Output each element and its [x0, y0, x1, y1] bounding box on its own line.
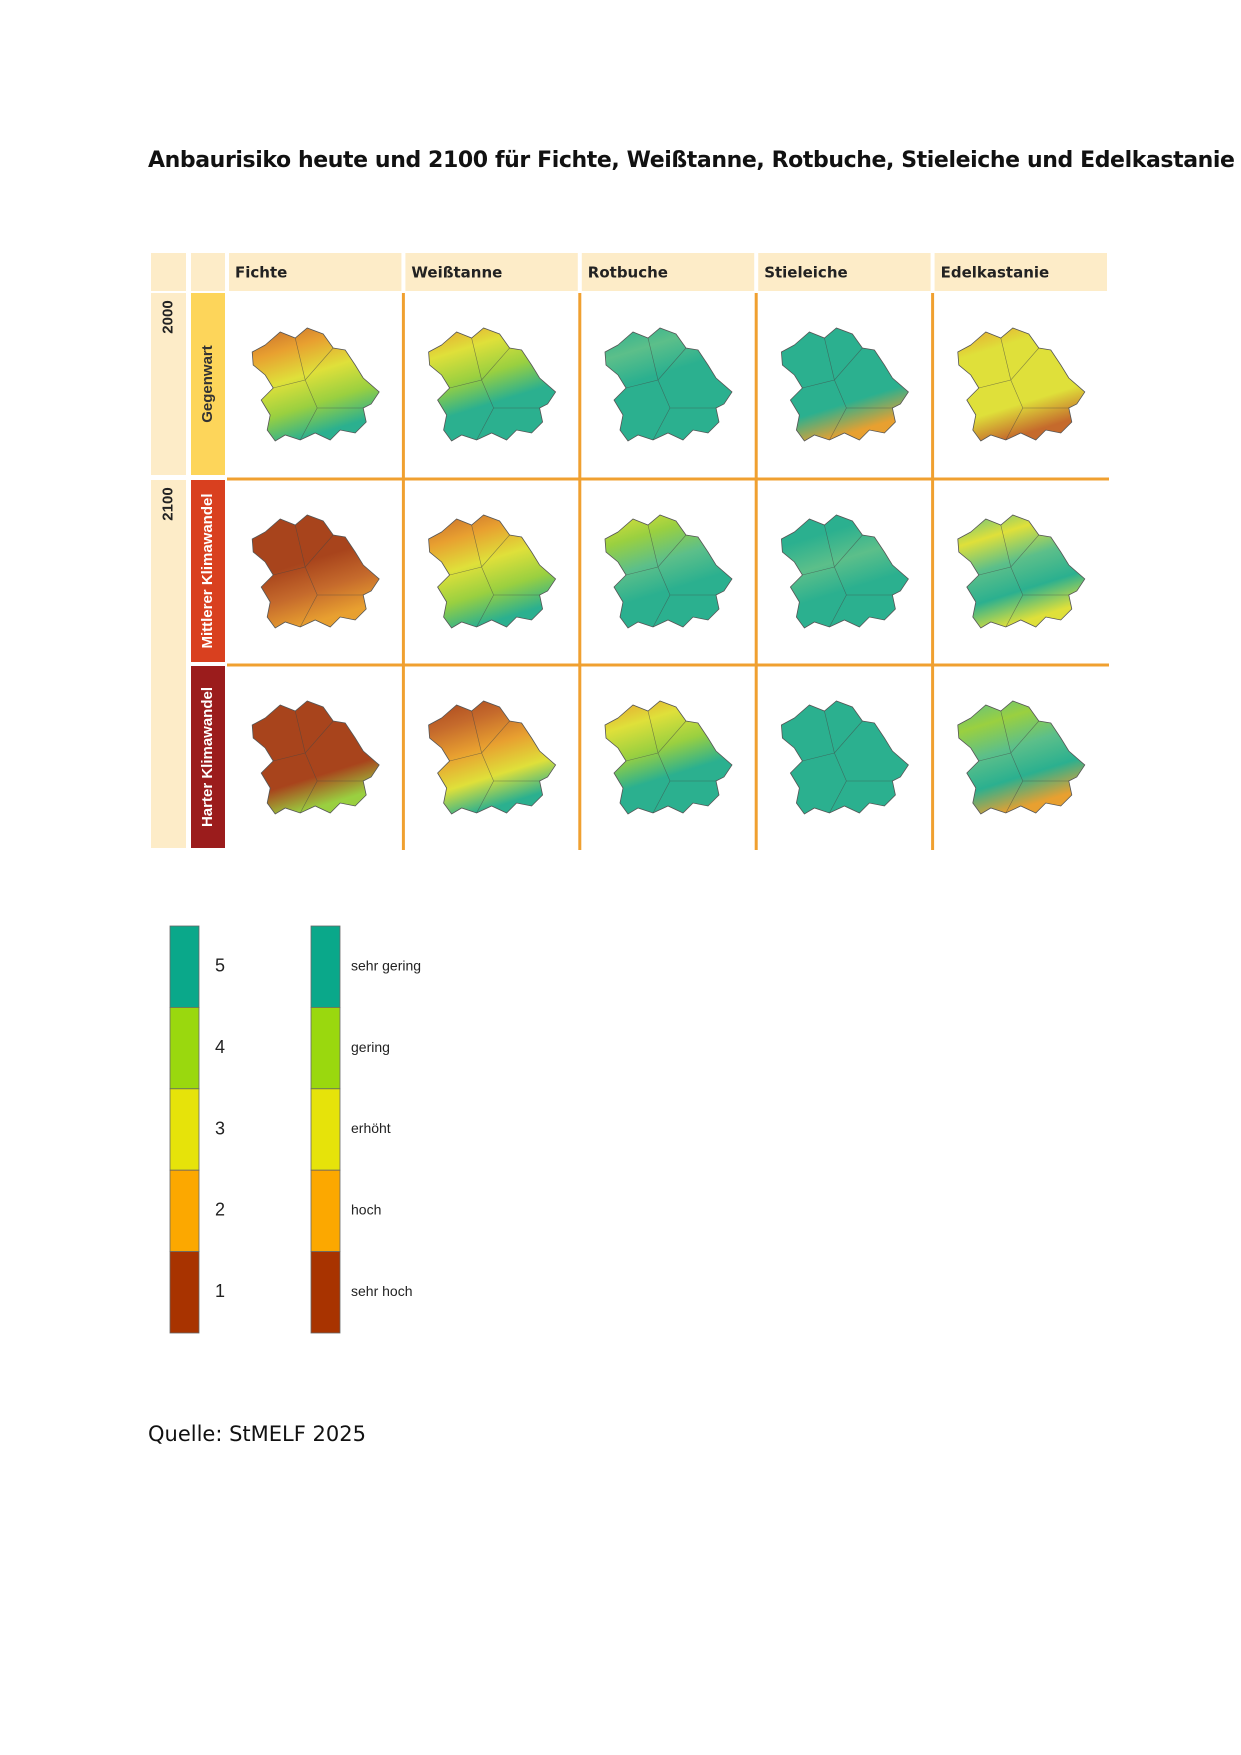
map-borders — [625, 524, 716, 628]
column-header: Edelkastanie — [941, 264, 1050, 282]
scenario-cell — [191, 666, 225, 848]
header-cell — [229, 253, 402, 291]
column-header: Weißtanne — [411, 264, 502, 282]
map-figure: Fichte Weißtanne Rotbuche Stieleiche Edelkas… — [151, 253, 1109, 1334]
legend-swatch — [169, 1088, 200, 1171]
map — [604, 327, 733, 442]
year-label: 2000 — [159, 300, 176, 333]
legend-swatch — [310, 1251, 341, 1334]
map — [428, 327, 557, 442]
map-borders — [625, 337, 716, 441]
year-label: 2100 — [159, 487, 176, 520]
legend-swatch — [169, 1007, 200, 1090]
column-header: Fichte — [235, 264, 287, 282]
legend-swatch — [169, 925, 200, 1008]
legend-swatch — [310, 925, 341, 1008]
map — [428, 514, 557, 629]
scenario-label: Mittlerer Klimawandel — [199, 493, 216, 648]
map-borders — [449, 710, 540, 814]
scenario-cell — [191, 293, 225, 475]
map-shape — [428, 327, 557, 442]
map-borders — [978, 710, 1069, 814]
map-borders — [273, 337, 364, 441]
legend-number: 2 — [215, 1200, 225, 1220]
year-cell — [151, 293, 186, 475]
map-borders — [625, 710, 716, 814]
map — [604, 700, 733, 815]
map-shape — [604, 327, 733, 442]
column-header: Rotbuche — [588, 264, 668, 282]
map-shape — [428, 700, 557, 815]
map-shape — [780, 327, 909, 442]
map-shape — [604, 514, 733, 629]
map-borders — [802, 710, 893, 814]
page-title: Anbaurisiko heute und 2100 für Fichte, W… — [148, 148, 1235, 173]
map-borders — [978, 337, 1069, 441]
map — [780, 514, 909, 629]
header-cell — [151, 253, 186, 291]
header-cell — [934, 253, 1107, 291]
map-borders — [802, 337, 893, 441]
map-shape — [251, 700, 380, 815]
legend-label: hoch — [351, 1202, 381, 1218]
map — [780, 327, 909, 442]
map-shape — [780, 514, 909, 629]
header-cell — [405, 253, 578, 291]
scenario-label: Harter Klimawandel — [199, 687, 216, 827]
map — [957, 700, 1086, 815]
map-shape — [428, 514, 557, 629]
map — [251, 700, 380, 815]
source-note: Quelle: StMELF 2025 — [148, 1422, 366, 1446]
scenario-cell — [191, 480, 225, 662]
map — [780, 700, 909, 815]
legend-number: 1 — [215, 1281, 225, 1301]
legend-swatch — [310, 1169, 341, 1252]
legend-number: 3 — [215, 1118, 225, 1138]
map — [251, 327, 380, 442]
map-shape — [957, 327, 1086, 442]
column-header: Stieleiche — [764, 264, 848, 282]
legend-label: erhöht — [351, 1120, 391, 1136]
legend-swatch — [310, 1007, 341, 1090]
legend-label: sehr gering — [351, 957, 421, 973]
map-borders — [449, 337, 540, 441]
year-cell — [151, 480, 186, 848]
map-borders — [449, 524, 540, 628]
map-borders — [802, 524, 893, 628]
map — [604, 514, 733, 629]
legend-swatch — [310, 1088, 341, 1171]
scenario-label: Gegenwart — [199, 345, 216, 423]
legend-swatch — [169, 1169, 200, 1252]
legend-label: sehr hoch — [351, 1283, 412, 1299]
map-shape — [957, 514, 1086, 629]
map-shape — [957, 700, 1086, 815]
map-borders — [978, 524, 1069, 628]
header-cell — [191, 253, 225, 291]
map-shape — [251, 327, 380, 442]
map — [428, 700, 557, 815]
map-shape — [604, 700, 733, 815]
map-shape — [251, 514, 380, 629]
map — [251, 514, 380, 629]
header-cell — [581, 253, 755, 291]
legend-number: 5 — [215, 955, 225, 975]
map — [957, 327, 1086, 442]
map-borders — [273, 524, 364, 628]
map-shape — [780, 700, 909, 815]
map — [957, 514, 1086, 629]
legend-swatch — [169, 1251, 200, 1334]
legend-label: gering — [351, 1039, 390, 1055]
map-borders — [273, 710, 364, 814]
header-cell — [758, 253, 931, 291]
legend-number: 4 — [215, 1037, 225, 1057]
